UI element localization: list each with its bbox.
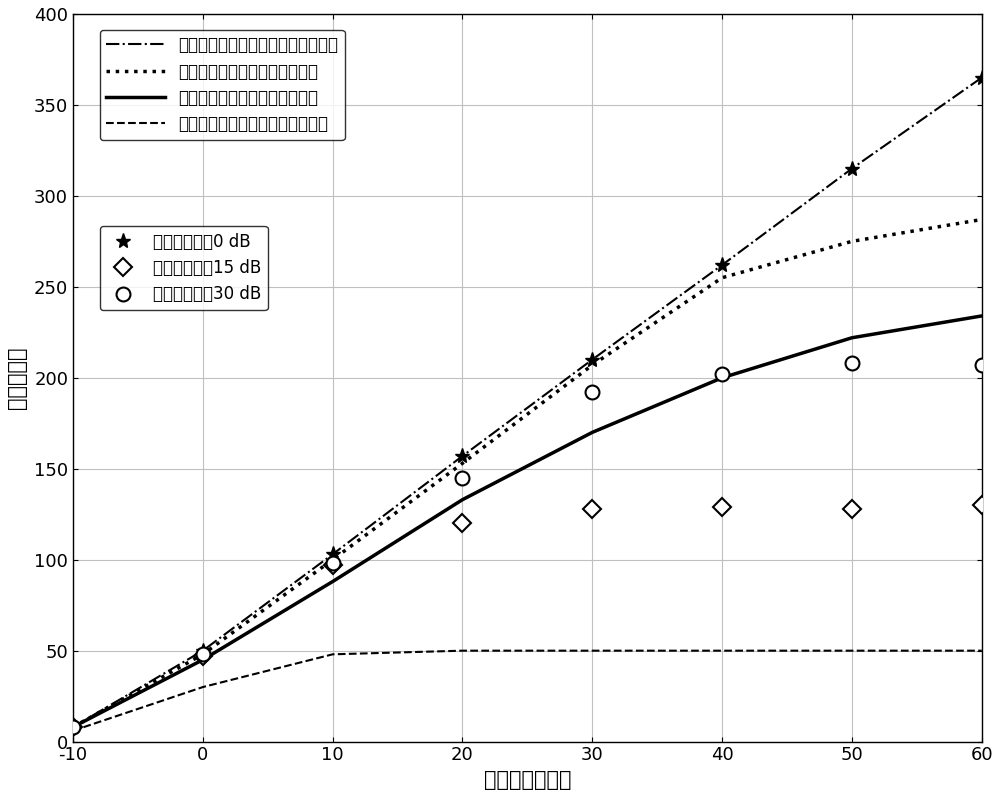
X-axis label: 传输信号信噪比: 传输信号信噪比 <box>484 770 571 790</box>
Y-axis label: 频可达速率: 频可达速率 <box>7 347 27 409</box>
Legend: 导频信噪比为0 dB, 导频信噪比为15 dB, 导频信噪比为30 dB: 导频信噪比为0 dB, 导频信噪比为15 dB, 导频信噪比为30 dB <box>100 226 268 310</box>
